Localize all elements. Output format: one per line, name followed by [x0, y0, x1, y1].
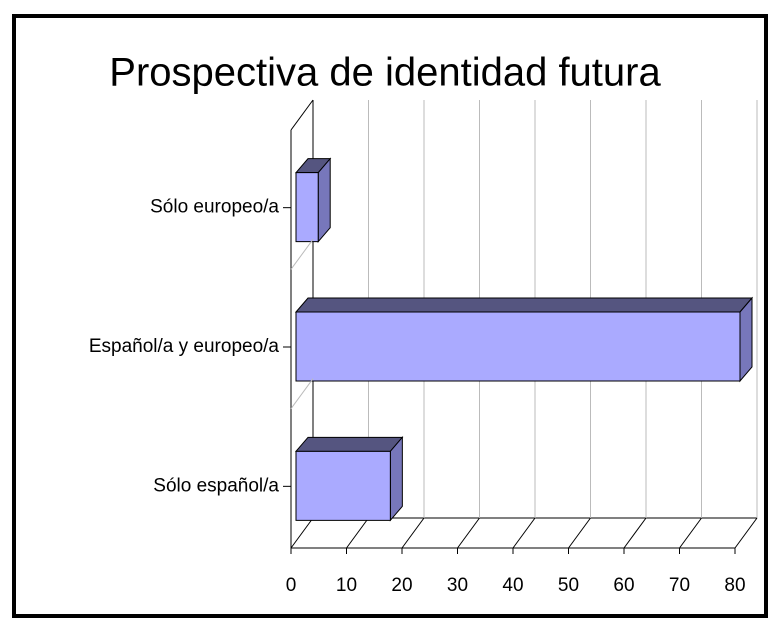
x-tick-label: 70 — [669, 575, 690, 596]
chart-title: Prospectiva de identidad futura — [109, 51, 661, 95]
x-tick-label: 10 — [336, 575, 357, 596]
floor-grid-line — [623, 517, 647, 549]
left-wall-divider — [290, 239, 314, 270]
bar-front — [295, 311, 741, 382]
floor-grid-line — [568, 517, 591, 549]
bar-top — [294, 297, 754, 313]
left-wall-divider — [290, 378, 314, 409]
x-tick-label: 30 — [447, 575, 468, 596]
floor-grid-line — [512, 517, 536, 549]
y-tick-label: Sólo europeo/a — [150, 197, 279, 218]
x-tick-label: 50 — [558, 575, 579, 596]
left-wall-top — [290, 99, 314, 131]
x-tick-label: 80 — [724, 575, 745, 596]
y-tick-label: Español/a y europeo/a — [89, 336, 280, 357]
floor-grid-line — [401, 517, 425, 549]
bar — [294, 296, 754, 383]
floor-grid-line — [290, 517, 314, 549]
floor-grid-line — [346, 517, 369, 549]
bar-side — [389, 435, 403, 522]
floor-grid-line — [734, 517, 758, 549]
bar — [294, 157, 332, 244]
bar-front — [295, 450, 391, 521]
x-tick-label: 40 — [502, 575, 523, 596]
bar-side — [739, 296, 753, 383]
bar-side — [317, 157, 331, 244]
x-tick-label: 20 — [391, 575, 412, 596]
floor-grid-line — [679, 517, 702, 549]
x-tick-label: 0 — [286, 575, 297, 596]
y-tick-label: Sólo español/a — [153, 475, 279, 496]
x-tick-label: 60 — [613, 575, 634, 596]
floor-grid-line — [457, 517, 480, 549]
bar-top — [294, 436, 404, 452]
bar-front — [295, 172, 319, 243]
bar — [294, 435, 404, 522]
